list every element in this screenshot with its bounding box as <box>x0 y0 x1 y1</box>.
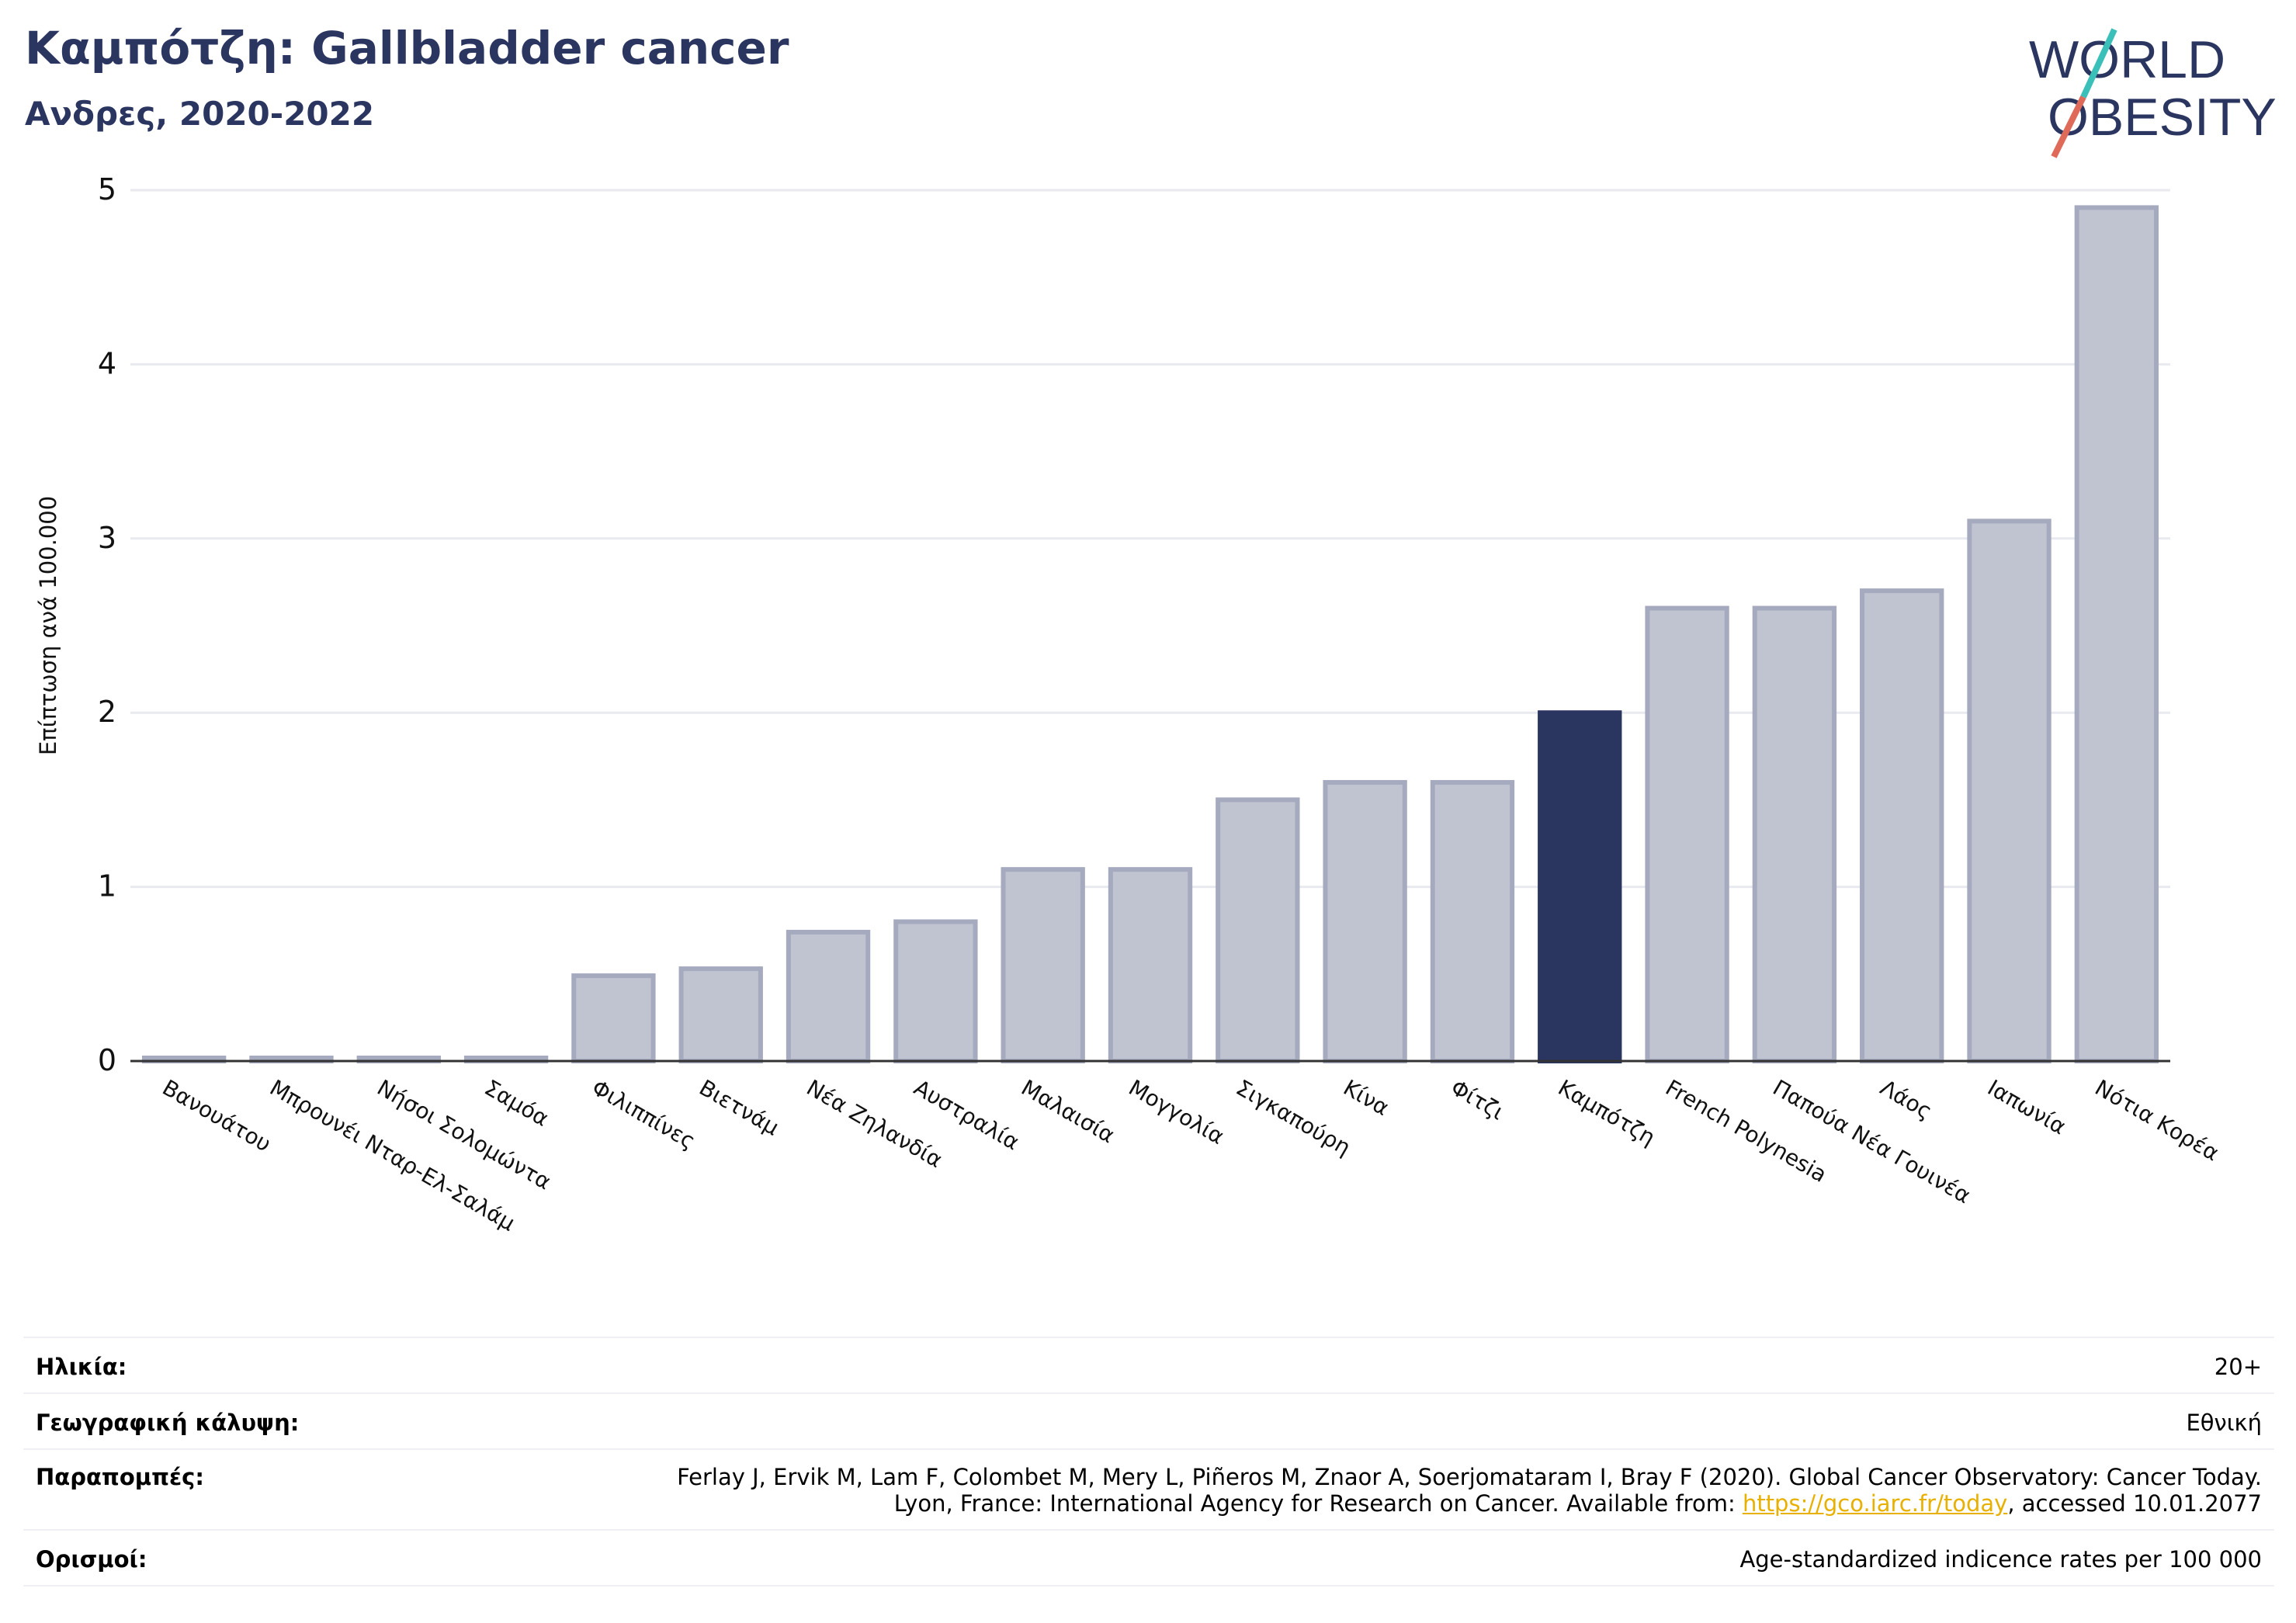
footer-key-definitions: Ορισμοί: <box>36 1546 147 1573</box>
chart-footer: Ηλικία: 20+ Γεωγραφική κάλυψη: Εθνική Πα… <box>23 1337 2274 1587</box>
chart-title: Καμπότζη: Gallbladder cancer <box>25 22 789 75</box>
footer-key-age: Ηλικία: <box>36 1354 127 1380</box>
bar <box>1216 797 1300 1064</box>
footer-value-references: Ferlay J, Ervik M, Lam F, Colombet M, Me… <box>677 1464 2262 1517</box>
logo-text-world: WORLD <box>2029 30 2225 89</box>
bar <box>1323 779 1407 1064</box>
bar <box>1860 588 1944 1063</box>
footer-row-references: Παραπομπές: Ferlay J, Ervik M, Lam F, Co… <box>23 1448 2274 1529</box>
footer-row-definitions: Ορισμοί: Age-standardized indicence rate… <box>23 1529 2274 1587</box>
footer-key-coverage: Γεωγραφική κάλυψη: <box>36 1410 300 1436</box>
x-tick-label: Μαλαισία <box>1017 1074 1119 1148</box>
bar <box>1001 867 1085 1064</box>
x-tick-label: Μογγολία <box>1125 1074 1229 1150</box>
footer-value-coverage: Εθνική <box>2186 1410 2262 1436</box>
x-tick-label: Νότια Κορέα <box>2090 1074 2223 1166</box>
bar <box>1752 605 1837 1063</box>
footer-value-definitions: Age-standardized indicence rates per 100… <box>1739 1546 2262 1573</box>
x-tick-label: Καμπότζη <box>1554 1074 1660 1150</box>
bar <box>571 973 656 1063</box>
bar <box>1645 605 1729 1063</box>
bar <box>678 966 763 1063</box>
reference-line-2-suffix: , accessed 10.01.2077 <box>2007 1490 2262 1517</box>
world-obesity-logo: WORLD OBESITY <box>2029 28 2277 158</box>
reference-link[interactable]: https://gco.iarc.fr/today <box>1742 1490 2008 1517</box>
bar <box>2074 205 2159 1064</box>
x-tick-label: Κίνα <box>1339 1074 1393 1121</box>
footer-row-coverage: Γεωγραφική κάλυψη: Εθνική <box>23 1392 2274 1448</box>
y-tick-label: 2 <box>98 695 116 729</box>
chart-subtitle: Ανδρες, 2020-2022 <box>25 95 375 133</box>
bar <box>1967 518 2051 1063</box>
x-tick-label: Νήσοι Σολομώντα <box>373 1074 555 1195</box>
y-tick-label: 3 <box>98 521 116 555</box>
y-tick-label: 1 <box>98 869 116 903</box>
bar <box>786 929 871 1063</box>
x-tick-label: Φίτζι <box>1446 1074 1508 1125</box>
bar <box>1430 779 1515 1064</box>
y-tick-label: 5 <box>98 172 116 206</box>
x-tick-label: Λάος <box>1876 1074 1937 1124</box>
reference-line-1: Ferlay J, Ervik M, Lam F, Colombet M, Me… <box>677 1464 2262 1490</box>
y-tick-label: 4 <box>98 346 116 380</box>
bar <box>893 919 978 1063</box>
x-tick-label: Φιλιππίνες <box>588 1074 700 1154</box>
footer-value-age: 20+ <box>2214 1354 2262 1380</box>
footer-row-age: Ηλικία: 20+ <box>23 1337 2274 1392</box>
y-axis-label: Επίπτωση ανά 100.000 <box>35 496 61 755</box>
reference-line-2-prefix: Lyon, France: International Agency for R… <box>893 1490 1743 1517</box>
logo-slash-teal <box>2080 28 2117 99</box>
x-tick-label: Βανουάτου <box>158 1074 276 1157</box>
x-tick-label: Παπούα Νέα Γουινέα <box>1768 1074 1975 1209</box>
bar-highlight <box>1538 710 1622 1063</box>
x-tick-label: Σιγκαπούρη <box>1232 1074 1355 1160</box>
x-tick-label: Βιετνάμ <box>695 1074 783 1140</box>
x-tick-label: Σαμόα <box>480 1074 553 1131</box>
footer-key-references: Παραπομπές: <box>36 1464 204 1490</box>
bar <box>1108 867 1193 1064</box>
y-tick-label: 0 <box>98 1043 116 1077</box>
logo-slash-red <box>2051 95 2086 158</box>
x-tick-label: Ιαπωνία <box>1983 1074 2070 1139</box>
